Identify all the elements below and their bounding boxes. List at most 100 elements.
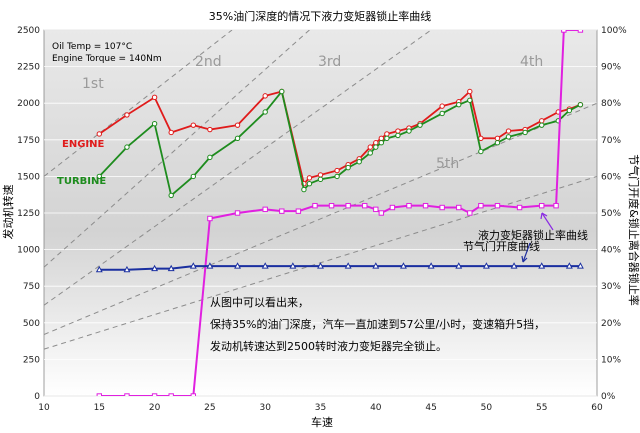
- info-box: Oil Temp = 107°C Engine Torque = 140Nm: [52, 42, 162, 64]
- data-point: [206, 262, 214, 269]
- data-point: [124, 144, 130, 150]
- data-point: [378, 140, 385, 146]
- y-right-axis-label: 节气门开度&锁止离合器锁止率: [627, 154, 640, 306]
- data-point: [378, 210, 385, 216]
- data-point: [427, 262, 435, 269]
- engine-series-label: ENGINE: [62, 139, 104, 150]
- data-point: [505, 128, 512, 134]
- data-point: [406, 202, 412, 209]
- data-point: [234, 135, 241, 142]
- data-point: [406, 128, 412, 134]
- data-point: [317, 262, 324, 269]
- y-left-tick-label: 2000: [17, 99, 40, 109]
- data-point: [345, 202, 351, 209]
- data-point: [417, 122, 423, 128]
- gear-label-5th: 5th: [436, 156, 459, 172]
- x-tick-label: 45: [425, 403, 436, 413]
- x-tick-label: 15: [94, 403, 105, 413]
- lockup-label-arrowhead: [540, 212, 548, 220]
- y-right-tick-label: 80%: [601, 99, 621, 109]
- data-point: [190, 393, 197, 396]
- data-point: [373, 206, 379, 213]
- data-point: [124, 112, 130, 118]
- data-point: [478, 148, 484, 155]
- data-point: [539, 202, 545, 209]
- data-point: [190, 122, 197, 128]
- data-point: [151, 94, 158, 101]
- data-point: [422, 202, 429, 209]
- data-point: [151, 120, 158, 127]
- y-left-tick-label: 0: [34, 392, 40, 402]
- data-point: [439, 103, 445, 109]
- data-point: [576, 262, 584, 269]
- data-point: [482, 262, 490, 269]
- data-point: [494, 135, 501, 142]
- gear-line-3rd: [44, 30, 432, 306]
- data-point: [262, 206, 268, 213]
- data-point: [312, 202, 318, 209]
- data-point: [189, 262, 197, 269]
- data-point: [306, 175, 313, 181]
- data-point: [467, 210, 473, 216]
- data-point: [494, 202, 501, 209]
- throttle-label-arrowhead: [521, 255, 528, 263]
- data-point: [289, 262, 297, 269]
- data-point: [384, 135, 390, 142]
- y-left-tick-label: 1000: [17, 246, 40, 256]
- data-point: [467, 97, 473, 103]
- data-point: [207, 215, 213, 222]
- data-point: [372, 262, 380, 269]
- y-left-tick-label: 750: [23, 282, 40, 292]
- gear-label-2nd: 2nd: [195, 54, 222, 70]
- y-left-tick-label: 1500: [17, 172, 40, 182]
- data-point: [505, 134, 512, 140]
- x-tick-label: 30: [259, 403, 271, 413]
- data-point: [262, 109, 268, 115]
- data-point: [510, 262, 518, 269]
- data-point: [395, 132, 401, 139]
- data-point: [439, 204, 445, 211]
- data-point: [395, 128, 401, 134]
- x-tick-label: 25: [204, 403, 215, 413]
- note-line-1: 从图中可以看出来，: [210, 295, 309, 309]
- y-right-tick-label: 50%: [601, 209, 621, 219]
- data-point: [561, 30, 567, 33]
- series: [95, 30, 584, 396]
- series-line-3: [99, 265, 581, 271]
- y-left-tick-label: 2250: [17, 63, 40, 73]
- data-point: [553, 202, 559, 209]
- y-right-tick-label: 20%: [601, 319, 621, 329]
- data-point: [522, 129, 528, 136]
- throttle-series-label: 节气门开度曲线: [463, 239, 540, 253]
- x-axis-label: 车速: [311, 415, 333, 429]
- data-point: [373, 140, 379, 146]
- data-point: [362, 202, 368, 209]
- data-point: [367, 150, 373, 156]
- data-point: [577, 30, 584, 33]
- y-right-tick-label: 10%: [601, 355, 621, 365]
- data-point: [96, 131, 103, 137]
- gear-line-4th: [44, 102, 597, 335]
- data-point: [467, 88, 473, 95]
- data-point: [306, 181, 313, 187]
- y-right-tick-label: 0%: [601, 392, 616, 402]
- data-point: [295, 208, 302, 214]
- y-left-axis-label: 发动机转速: [1, 185, 15, 240]
- gear-line-1st: [44, 30, 233, 177]
- x-tick-label: 60: [591, 403, 603, 413]
- lockup-label-arrow: [541, 212, 554, 231]
- x-tick-label: 20: [149, 403, 161, 413]
- gear-label-1st: 1st: [82, 76, 104, 92]
- y-left-tick-label: 250: [23, 355, 40, 365]
- data-point: [565, 262, 573, 269]
- y-right-tick-label: 30%: [601, 282, 621, 292]
- data-point: [538, 262, 546, 269]
- data-point: [301, 186, 307, 193]
- data-point: [378, 135, 385, 142]
- data-point: [334, 167, 340, 174]
- note-line-2: 保持35%的油门深度，汽车一直加速到57公里/小时，变速箱升5挡，: [210, 317, 545, 331]
- y-left-tick-label: 2500: [17, 26, 40, 36]
- data-point: [234, 122, 241, 128]
- throttle-label-arrow: [522, 242, 531, 263]
